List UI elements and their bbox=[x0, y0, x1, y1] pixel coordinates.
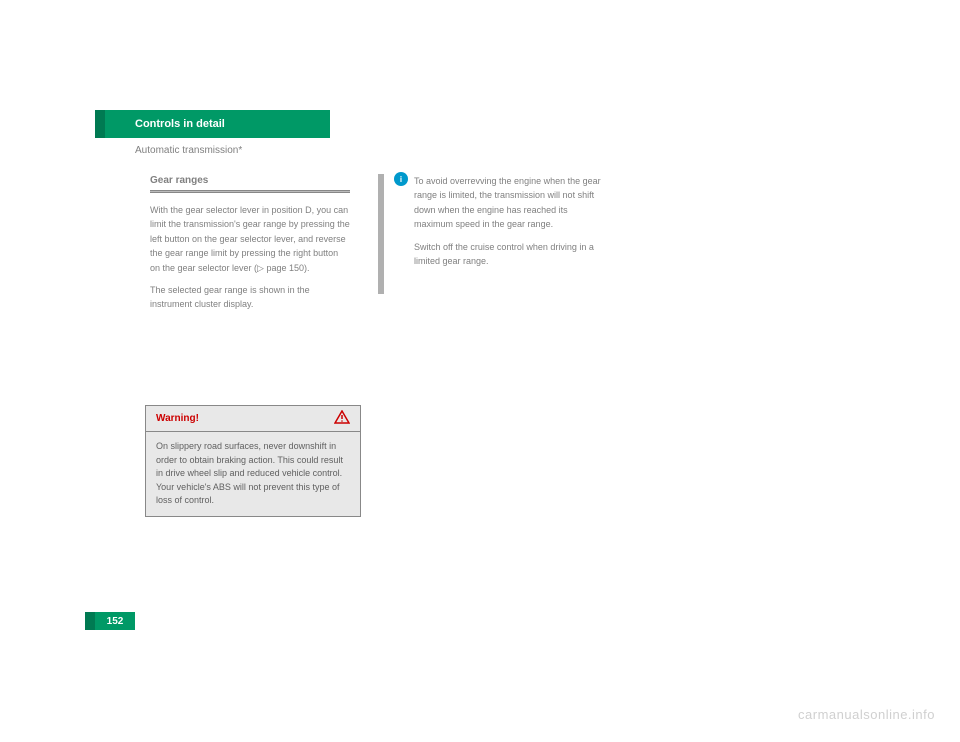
info-sidebar-bar bbox=[378, 174, 384, 294]
page-number: 152 bbox=[107, 616, 124, 627]
paragraph-2: The selected gear range is shown in the … bbox=[150, 283, 350, 312]
watermark: carmanualsonline.info bbox=[798, 707, 935, 722]
warning-header: Warning! bbox=[146, 406, 360, 432]
section-title: Automatic transmission* bbox=[135, 145, 242, 156]
info-paragraph-1: To avoid overrevving the engine when the… bbox=[414, 174, 604, 232]
paragraph-1: With the gear selector lever in position… bbox=[150, 203, 350, 275]
header-tab-label: Controls in detail bbox=[135, 118, 225, 130]
page-container: Controls in detail Automatic transmissio… bbox=[0, 0, 960, 742]
warning-icon bbox=[334, 410, 350, 427]
warning-title: Warning! bbox=[156, 413, 199, 424]
main-content: Gear ranges With the gear selector lever… bbox=[150, 175, 350, 320]
info-icon-char: i bbox=[400, 175, 402, 184]
header-tab-accent bbox=[95, 110, 105, 138]
warning-box: Warning! On slippery road surfaces, neve… bbox=[145, 405, 361, 517]
info-paragraph-2: Switch off the cruise control when drivi… bbox=[414, 240, 604, 269]
page-number-box: 152 bbox=[95, 612, 135, 630]
heading: Gear ranges bbox=[150, 175, 350, 186]
heading-divider bbox=[150, 190, 350, 193]
info-icon: i bbox=[394, 172, 408, 186]
body-text: With the gear selector lever in position… bbox=[150, 203, 350, 312]
header-tab: Controls in detail bbox=[105, 110, 330, 138]
warning-body: On slippery road surfaces, never downshi… bbox=[146, 432, 360, 516]
info-text: To avoid overrevving the engine when the… bbox=[414, 174, 604, 268]
page-number-accent bbox=[85, 612, 95, 630]
